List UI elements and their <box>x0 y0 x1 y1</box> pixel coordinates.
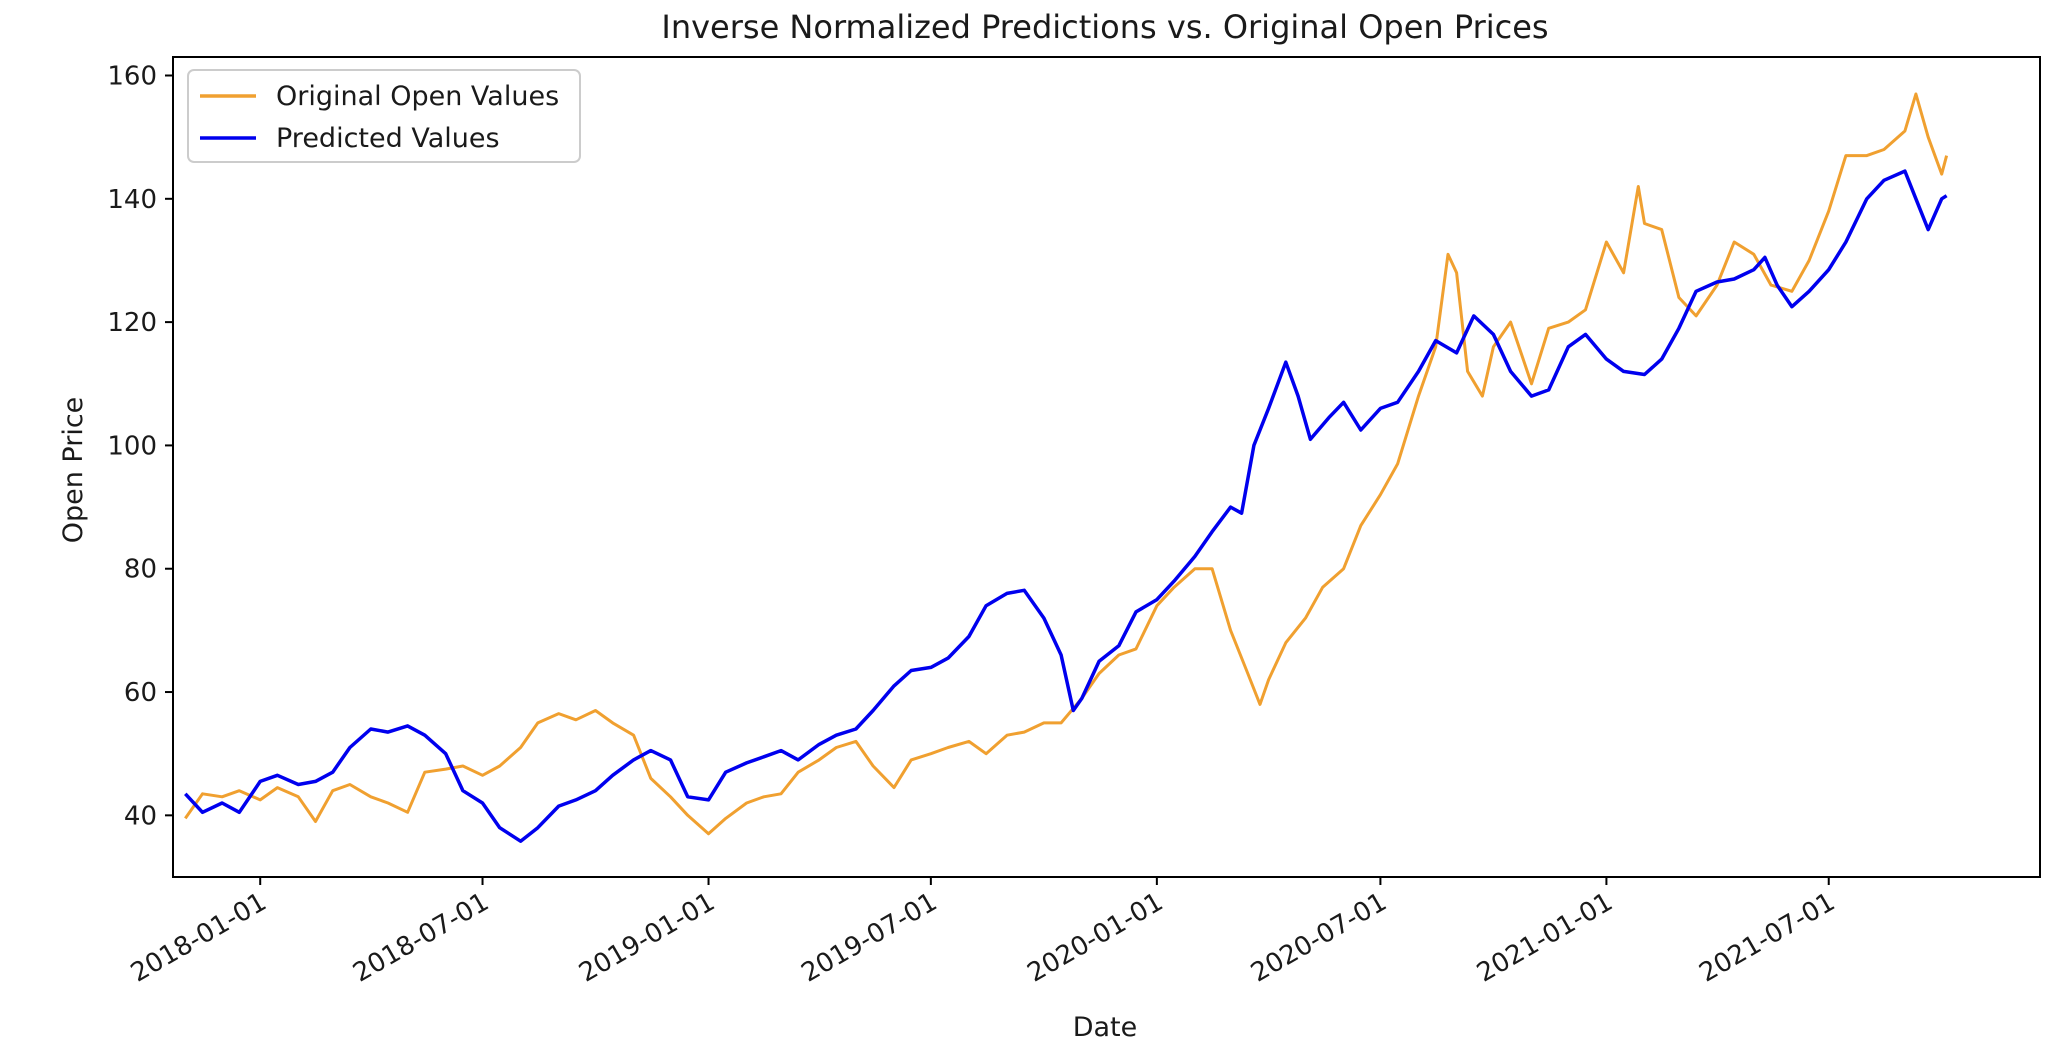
y-tick-label: 160 <box>107 61 157 91</box>
legend-label: Original Open Values <box>276 81 559 112</box>
series-line-predicted <box>184 169 1948 843</box>
plot-area-frame <box>172 56 2041 878</box>
y-axis-ticks: 40 60 80 100 120 140 160 <box>107 61 173 831</box>
series-layer <box>184 92 1949 843</box>
series-line-original-open <box>184 92 1949 836</box>
legend-box <box>187 69 581 163</box>
legend-label: Predicted Values <box>276 123 500 154</box>
y-tick-label: 40 <box>124 801 157 831</box>
y-tick-label: 80 <box>124 555 157 585</box>
y-tick-label: 120 <box>107 308 157 338</box>
legend: Original Open Values Predicted Values <box>187 69 581 163</box>
chart-title: Inverse Normalized Predictions vs. Origi… <box>661 8 1548 46</box>
y-tick-label: 60 <box>124 678 157 708</box>
y-tick-label: 100 <box>107 431 157 461</box>
x-axis-label: Date <box>1073 1012 1138 1043</box>
y-axis-label: Open Price <box>58 397 89 544</box>
y-tick-label: 140 <box>107 185 157 215</box>
